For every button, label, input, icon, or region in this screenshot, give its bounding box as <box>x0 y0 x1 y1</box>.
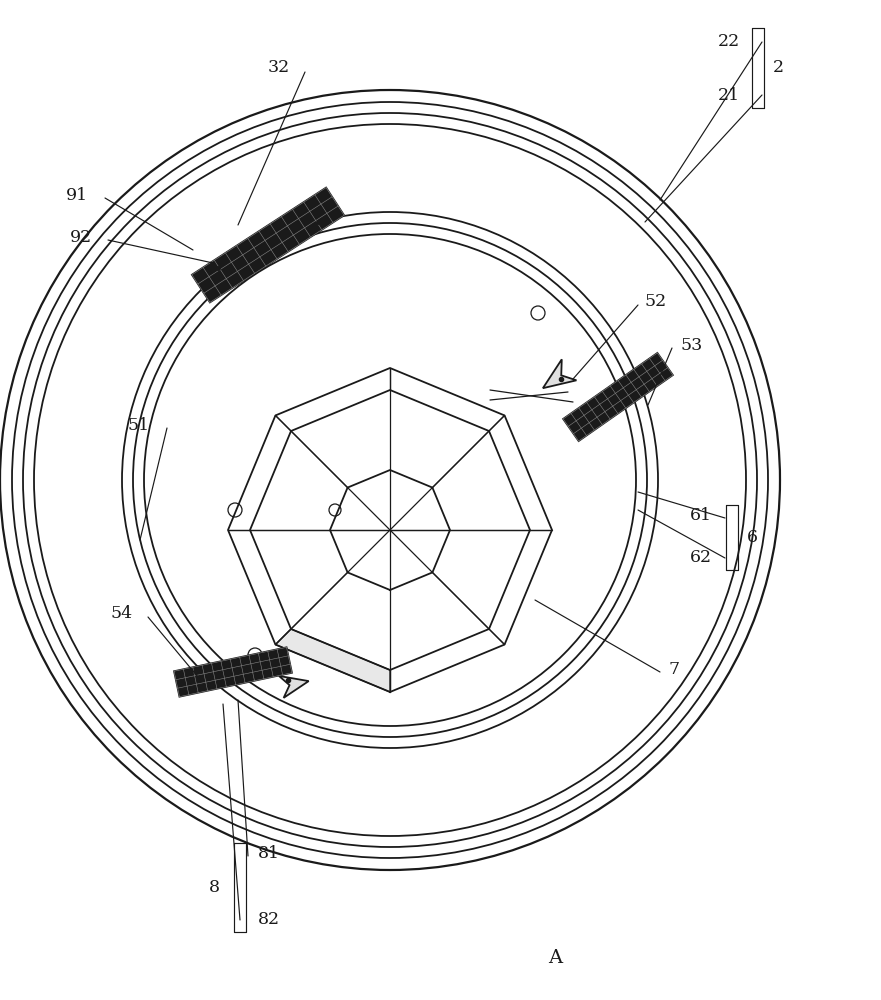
Text: A: A <box>548 949 562 967</box>
Text: 92: 92 <box>70 230 92 246</box>
Text: 54: 54 <box>111 605 133 622</box>
Polygon shape <box>563 353 673 441</box>
Text: 61: 61 <box>690 508 712 524</box>
Polygon shape <box>279 676 308 698</box>
Polygon shape <box>192 188 344 302</box>
Text: 21: 21 <box>718 87 740 104</box>
Polygon shape <box>276 629 390 692</box>
Text: 22: 22 <box>718 33 740 50</box>
Text: 2: 2 <box>773 60 783 77</box>
Text: 52: 52 <box>645 294 667 310</box>
Text: 62: 62 <box>690 550 712 566</box>
Polygon shape <box>174 647 292 697</box>
Text: 7: 7 <box>668 662 679 678</box>
Text: 91: 91 <box>66 188 88 205</box>
Text: 53: 53 <box>680 336 702 354</box>
Text: 51: 51 <box>128 418 150 434</box>
Text: 6: 6 <box>746 528 758 546</box>
Text: 81: 81 <box>258 846 280 862</box>
Polygon shape <box>543 359 576 388</box>
Text: 8: 8 <box>209 880 220 896</box>
Text: 82: 82 <box>258 912 280 928</box>
Text: 32: 32 <box>268 60 290 77</box>
